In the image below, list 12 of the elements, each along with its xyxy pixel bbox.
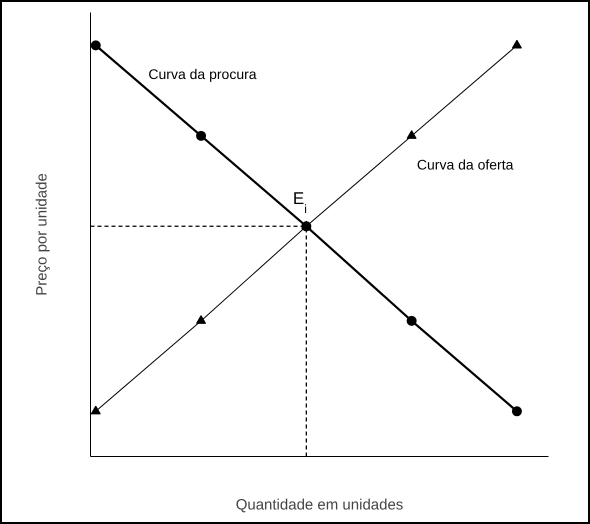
y-axis-title: Preço por unidade [34, 173, 50, 296]
point [196, 315, 206, 324]
series-label: Curva da oferta [416, 156, 514, 173]
x-axis-title: Quantidade em unidades [236, 496, 404, 514]
point [512, 406, 522, 416]
point [406, 130, 417, 139]
point [90, 406, 101, 414]
series-label: Curva da procura [148, 66, 257, 82]
point [406, 316, 417, 326]
point [90, 40, 101, 50]
point [512, 40, 522, 48]
point [196, 130, 206, 141]
